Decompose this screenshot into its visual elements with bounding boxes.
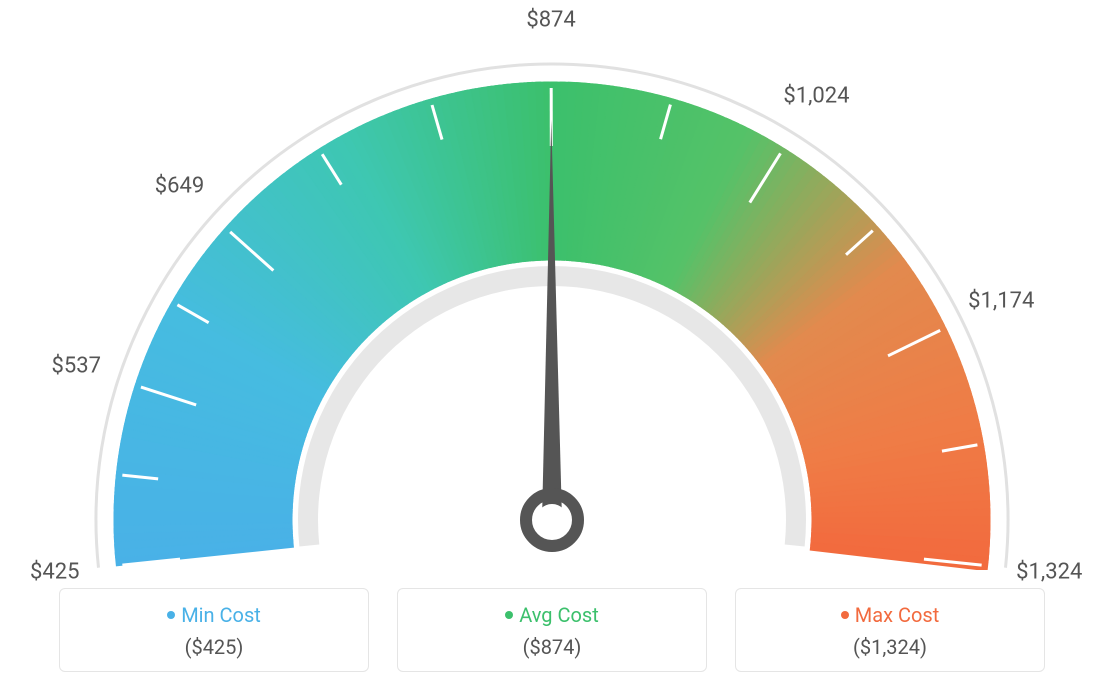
legend-card-min: Min Cost ($425) <box>59 588 369 672</box>
gauge-tick-label: $425 <box>30 560 79 585</box>
legend-value-min: ($425) <box>60 635 368 659</box>
legend-title-avg: Avg Cost <box>398 603 706 627</box>
dot-min <box>167 611 175 619</box>
legend-title-avg-text: Avg Cost <box>519 603 599 627</box>
legend-title-min-text: Min Cost <box>181 603 261 627</box>
legend-title-max-text: Max Cost <box>855 603 940 627</box>
dot-avg <box>505 611 513 619</box>
legend-title-max: Max Cost <box>736 603 1044 627</box>
gauge-svg <box>0 0 1104 570</box>
legend-title-min: Min Cost <box>60 603 368 627</box>
gauge-chart-container: $425 $537 $649 $874 $1,024 $1,174 $1,324 Min C… <box>0 0 1104 690</box>
gauge-tick-label: $1,024 <box>783 83 849 108</box>
legend-value-max: ($1,324) <box>736 635 1044 659</box>
dot-max <box>841 611 849 619</box>
gauge-tick-label: $1,174 <box>968 288 1034 313</box>
gauge-area: $425$537$649$874$1,024$1,174$1,324 <box>0 0 1104 570</box>
gauge-tick-label: $874 <box>526 8 575 33</box>
gauge-tick-label: $537 <box>52 354 101 379</box>
legend-row: Min Cost ($425) Avg Cost ($874) Max Cost… <box>0 588 1104 672</box>
legend-card-max: Max Cost ($1,324) <box>735 588 1045 672</box>
legend-value-avg: ($874) <box>398 635 706 659</box>
legend-card-avg: Avg Cost ($874) <box>397 588 707 672</box>
gauge-tick-label: $1,324 <box>1016 560 1082 585</box>
gauge-tick-label: $649 <box>155 174 204 199</box>
